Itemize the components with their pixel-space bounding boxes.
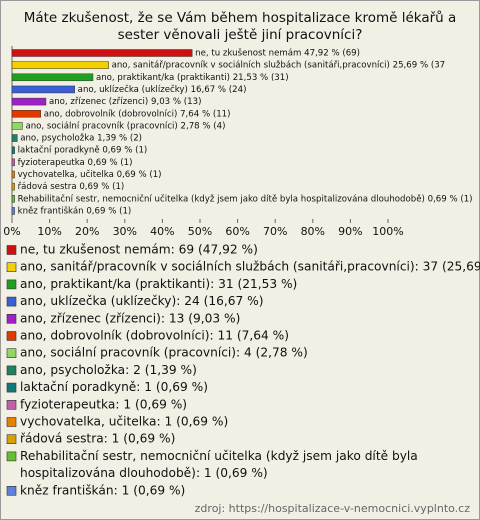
x-tick-label: 70%	[263, 225, 287, 238]
x-tick-label: 90%	[338, 225, 362, 238]
bar	[11, 146, 15, 154]
bar	[11, 195, 15, 203]
x-tick-label: 30%	[113, 225, 137, 238]
legend-label: vychovatelka, učitelka: 1 (0,69 %)	[20, 415, 228, 429]
x-tick-label: 40%	[150, 225, 174, 238]
bar-label: vychovatelka, učitelka 0,69 % (1)	[18, 169, 162, 180]
legend-label: ano, sociální pracovník (pracovníci): 4 …	[20, 346, 308, 360]
legend-swatch	[6, 399, 17, 410]
legend-label: hospitalizována dlouhodobě): 1 (0,69 %)	[20, 466, 268, 480]
x-tick-label: 100%	[372, 225, 403, 238]
bar-label: ano, zřízenec (zřízenci) 9,03 % (13)	[49, 97, 202, 107]
bar	[11, 61, 109, 69]
x-tick-label: 0%	[3, 225, 20, 238]
legend-label: ne, tu zkušenost nemám: 69 (47,92 %)	[20, 243, 258, 257]
bar-label: ano, psycholožka 1,39 % (2)	[20, 134, 142, 144]
x-tick-label: 20%	[75, 225, 99, 238]
legend-label: ano, praktikant/ka (praktikanti): 31 (21…	[20, 277, 297, 291]
legend-label: ano, dobrovolník (dobrovolníci): 11 (7,6…	[20, 329, 289, 343]
legend-swatch	[6, 331, 17, 341]
bar-label: ano, sanitář/pracovník v sociálních služ…	[112, 61, 446, 71]
source: zdroj: https://hospitalizace-v-nemocnici…	[195, 502, 471, 515]
legend-swatch	[6, 262, 17, 273]
legend-swatch	[6, 313, 17, 324]
legend-label: fyzioterapeutka: 1 (0,69 %)	[20, 397, 187, 411]
legend-swatch	[6, 417, 17, 427]
bar	[11, 134, 18, 142]
legend-label: řádová sestra: 1 (0,69 %)	[20, 432, 175, 446]
legend-label: laktační poradkyně: 1 (0,69 %)	[20, 380, 208, 394]
x-tick-label: 50%	[188, 225, 212, 238]
chart-title-line: sester věnovali ještě jiní pracovníci?	[118, 27, 363, 43]
bar	[11, 110, 41, 118]
bar-label: řádová sestra 0,69 % (1)	[18, 182, 125, 192]
legend-label: ano, uklízečka (uklízečky): 24 (16,67 %)	[20, 294, 263, 308]
legend-label: Rehabilitační sestr, nemocniční učitelka…	[20, 449, 418, 463]
bar-label: Rehabilitační sestr, nemocniční učitelka…	[18, 193, 473, 204]
legend-swatch	[6, 485, 17, 496]
bar	[11, 207, 15, 215]
legend-swatch	[6, 451, 17, 462]
bar	[11, 97, 47, 106]
legend-swatch	[6, 296, 17, 307]
x-tick-label: 60%	[225, 225, 249, 238]
legend-label: ano, sanitář/pracovník v sociálních služ…	[20, 260, 480, 274]
legend-swatch	[6, 365, 17, 376]
legend-swatch	[6, 382, 17, 393]
bar-label: kněz františkán 0,69 % (1)	[18, 205, 132, 216]
bar-label: ano, praktikant/ka (praktikanti) 21,53 %…	[96, 73, 289, 83]
bar-label: laktační poradkyně 0,69 % (1)	[18, 145, 148, 156]
legend-swatch	[6, 245, 17, 255]
legend-swatch	[6, 348, 17, 359]
legend-label: ano, zřízenec (zřízenci): 13 (9,03 %)	[20, 311, 240, 325]
bar	[11, 182, 15, 191]
bar-label: ano, dobrovolník (dobrovolníci) 7,64 % (…	[44, 109, 231, 119]
chart-title-line: Máte zkušenost, že se Vám během hospital…	[24, 10, 457, 26]
bar-label: ano, uklízečka (uklízečky) 16,67 % (24)	[78, 84, 247, 95]
bar-label: fyzioterapeutka 0,69 % (1)	[18, 158, 133, 168]
bar	[11, 122, 23, 130]
legend-swatch	[6, 434, 17, 445]
bar-label: ano, sociální pracovník (pracovníci) 2,7…	[25, 121, 225, 131]
bar	[11, 49, 193, 57]
bar	[11, 85, 75, 94]
x-tick-label: 80%	[301, 225, 325, 238]
bar	[11, 158, 15, 167]
bar	[11, 170, 15, 179]
bar	[11, 73, 94, 82]
x-tick-label: 10%	[37, 225, 61, 238]
legend-swatch	[6, 279, 17, 290]
legend-label: ano, psycholožka: 2 (1,39 %)	[20, 363, 197, 377]
bar-label: ne, tu zkušenost nemám 47,92 % (69)	[195, 48, 360, 59]
legend-label: kněz františkán: 1 (0,69 %)	[20, 483, 185, 497]
